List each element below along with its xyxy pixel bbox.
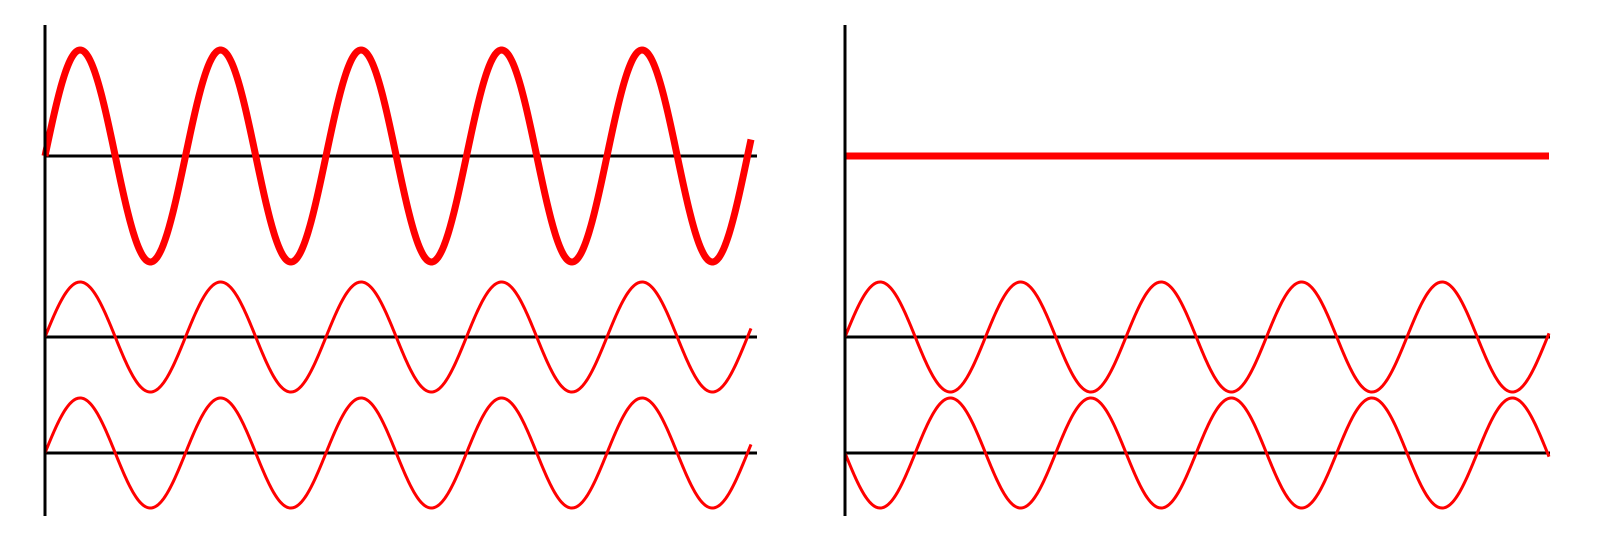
component-wave [43, 396, 753, 510]
component-wave [843, 280, 1551, 394]
constructive-panel [41, 25, 757, 516]
destructive-panel [843, 25, 1551, 516]
resultant-wave [41, 46, 755, 266]
component-wave [43, 280, 753, 394]
component-wave [843, 396, 1551, 510]
